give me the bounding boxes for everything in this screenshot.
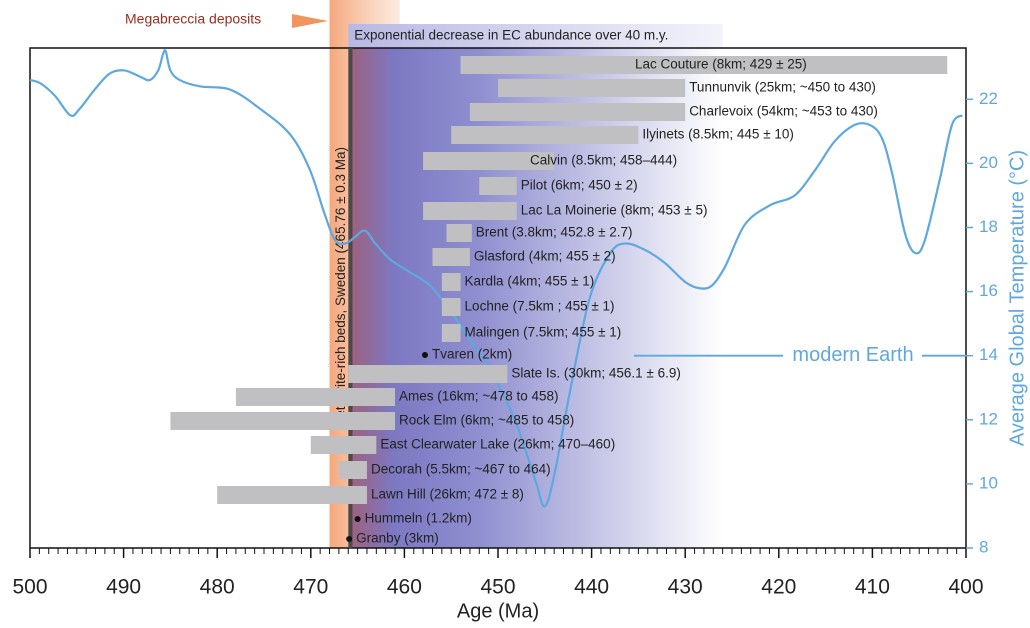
crater-point	[421, 352, 428, 358]
temperature-line	[29, 49, 964, 508]
y2-tick-label: 16	[979, 281, 998, 300]
meteorite-label: Meteorite-rich beds, Sweden (465.76 ± 0.…	[333, 147, 348, 429]
y2-tick-label: 14	[979, 345, 998, 364]
crater-bar	[235, 388, 396, 406]
x-tick-label: 460	[387, 576, 422, 599]
crater-label: Lac La Moinerie (8km; 453 ± 5)	[521, 203, 708, 218]
crater-label: Charlevoix (54km; ~453 to 430)	[689, 104, 878, 119]
crater-label: Glasford (4km; 455 ± 2)	[474, 249, 616, 264]
crater-point	[346, 536, 353, 542]
x-tick-label: 450	[480, 576, 515, 599]
x-tick-label: 410	[855, 576, 890, 599]
crater-bar	[441, 324, 461, 342]
crater-bar	[170, 412, 396, 430]
y2-tick-label: 12	[979, 409, 998, 428]
megabreccia-arrow	[292, 14, 328, 28]
crater-bar	[348, 365, 508, 383]
crater-bar	[479, 177, 517, 195]
crater-label: Granby (3km)	[356, 531, 439, 546]
crater-label: Malingen (7.5km; 455 ± 1)	[465, 325, 622, 340]
ec-decrease-box	[348, 24, 723, 48]
crater-bar	[441, 273, 461, 291]
x-tick-label: 440	[574, 576, 609, 599]
y2-tick-label: 18	[979, 217, 998, 236]
crater-label: Rock Elm (6km; ~485 to 458)	[399, 413, 574, 428]
y2-tick-label: 20	[979, 153, 998, 172]
crater-label: Tvaren (2km)	[432, 347, 512, 362]
crater-bar	[451, 126, 639, 144]
crater-label: Calvin (8.5km; 458–444)	[530, 153, 677, 168]
crater-label: Lac Couture (8km; 429 ± 25)	[635, 57, 807, 72]
crater-label: Hummeln (1.2km)	[365, 511, 472, 526]
x-axis-label: Age (Ma)	[457, 600, 539, 622]
crater-label: Kardla (4km; 455 ± 1)	[465, 274, 595, 289]
crater-label: Decorah (5.5km; ~467 to 464)	[371, 462, 551, 477]
y2-tick-label: 22	[979, 89, 998, 108]
crater-label: Ilyinets (8.5km; 445 ± 10)	[642, 127, 793, 142]
x-tick-label: 480	[200, 576, 235, 599]
y2-axis-label: Average Global Temperature (°C)	[1006, 150, 1028, 446]
ec-decrease-label: Exponential decrease in EC abundance ove…	[354, 28, 668, 43]
crater-label: Ames (16km; ~478 to 458)	[399, 389, 558, 404]
crater-label: Brent (3.8km; 452.8 ± 2.7)	[476, 225, 633, 240]
crater-label: Pilot (6km; 450 ± 2)	[521, 178, 638, 193]
x-tick-label: 430	[668, 576, 703, 599]
crater-label: Lawn Hill (26km; 472 ± 8)	[371, 487, 524, 502]
crater-bar	[469, 103, 686, 121]
crater-bar	[310, 436, 377, 454]
crater-label: Tunnunvik (25km; ~450 to 430)	[689, 80, 876, 95]
x-tick-label: 420	[761, 576, 796, 599]
megabreccia-label: Megabreccia deposits	[125, 11, 261, 27]
crater-bar	[423, 152, 555, 170]
x-tick-label: 470	[293, 576, 328, 599]
x-tick-label: 500	[12, 576, 47, 599]
x-tick-label: 400	[948, 576, 983, 599]
x-tick-label: 490	[106, 576, 141, 599]
y2-tick-label: 10	[979, 473, 998, 492]
crater-bar	[446, 224, 472, 242]
crater-label: East Clearwater Lake (26km; 470–460)	[380, 437, 615, 452]
modern-earth-label: modern Earth	[792, 344, 913, 366]
crater-label: Slate Is. (30km; 456.1 ± 6.9)	[511, 366, 681, 381]
y2-tick-label: 8	[979, 537, 988, 556]
crater-bar	[338, 461, 367, 479]
crater-bar	[423, 202, 517, 220]
crater-label: Lochne (7.5km ; 455 ± 1)	[465, 299, 615, 314]
crater-bar	[441, 298, 461, 316]
crater-bar	[217, 486, 367, 504]
crater-bar	[432, 248, 470, 266]
crater-bar	[460, 56, 948, 74]
crater-bar	[498, 79, 686, 97]
crater-point	[354, 516, 361, 522]
